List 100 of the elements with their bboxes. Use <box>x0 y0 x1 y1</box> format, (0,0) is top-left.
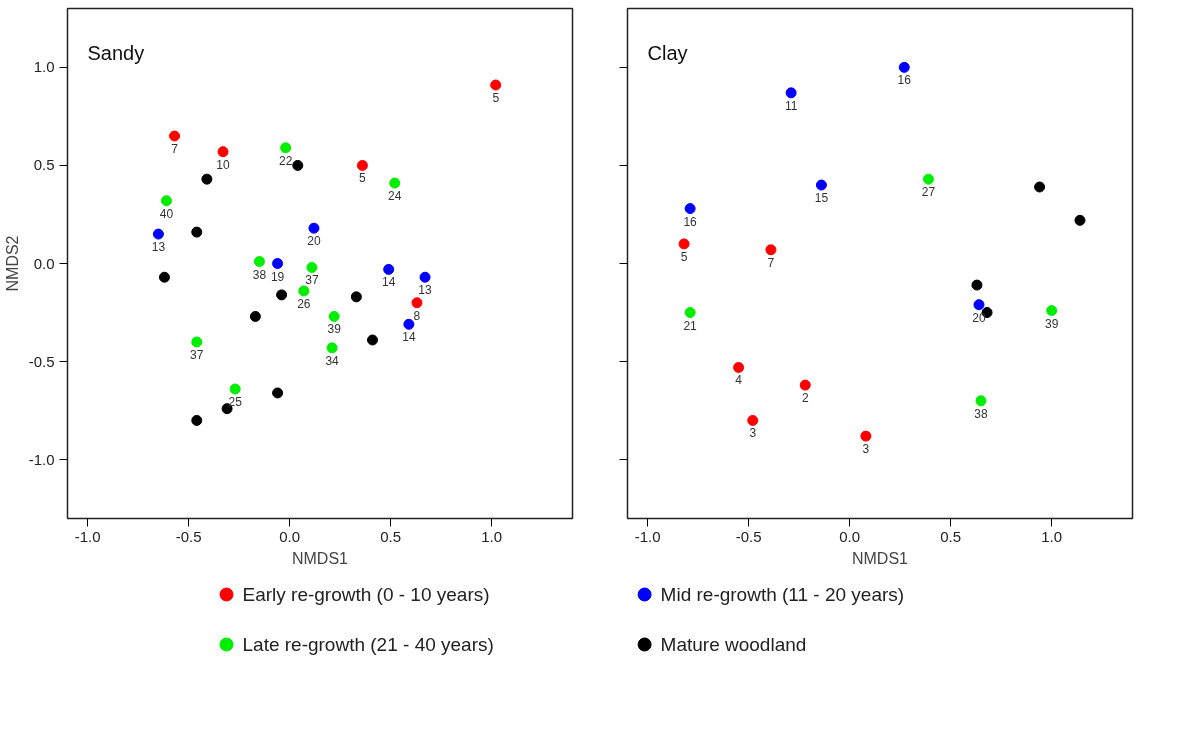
annotation: 26 <box>297 296 311 311</box>
point <box>253 256 265 268</box>
point <box>383 263 395 275</box>
point <box>272 387 284 399</box>
annotation: 7 <box>767 255 775 270</box>
x-tick-label: 0.0 <box>279 527 301 545</box>
point <box>403 318 415 330</box>
annotation: 25 <box>228 395 243 410</box>
x-tick-label: 1.0 <box>1041 527 1063 545</box>
point <box>678 238 690 250</box>
point <box>922 173 934 185</box>
annotation: 14 <box>382 275 396 290</box>
point <box>298 285 310 297</box>
point <box>1034 181 1046 193</box>
point <box>201 173 213 185</box>
annotation: 37 <box>190 347 204 362</box>
y-tick-label: 0.0 <box>33 254 55 272</box>
annotation: 27 <box>921 185 936 200</box>
annotation: 13 <box>418 283 433 298</box>
annotation: 16 <box>683 214 698 229</box>
point <box>280 142 292 154</box>
point <box>975 395 987 407</box>
annotation: 5 <box>680 249 688 264</box>
annotation: 16 <box>897 73 912 88</box>
point <box>1046 305 1058 317</box>
point <box>191 336 203 348</box>
annotation: 5 <box>359 171 367 186</box>
y-tick-label: 1.0 <box>33 58 55 76</box>
annotation: 11 <box>784 98 798 113</box>
x-tick-label: -1.0 <box>74 527 101 545</box>
point <box>356 159 368 171</box>
annotation: 13 <box>151 240 166 255</box>
legend-label: Early re-growth (0 - 10 years) <box>242 584 490 605</box>
point <box>799 379 811 391</box>
point <box>276 289 288 301</box>
x-tick-label: 0.0 <box>839 527 861 545</box>
point <box>1074 214 1086 226</box>
point <box>785 87 797 99</box>
annotation: 39 <box>1045 316 1059 331</box>
x-tick-label: 0.5 <box>940 527 962 545</box>
annotation: 15 <box>814 191 829 206</box>
point <box>765 244 777 256</box>
annotation: 10 <box>216 157 231 172</box>
annotation: 34 <box>325 353 340 368</box>
x-axis-title: NMDS1 <box>292 549 349 567</box>
annotation: 20 <box>972 310 986 325</box>
legend-label: Late re-growth (21 - 40 years) <box>242 634 494 655</box>
point <box>971 279 983 291</box>
x-tick-label: -1.0 <box>634 527 661 545</box>
y-tick-label: -0.5 <box>28 352 55 370</box>
annotation: 3 <box>749 426 757 441</box>
point <box>272 258 284 269</box>
x-tick-label: 0.5 <box>380 527 402 545</box>
point <box>973 299 985 311</box>
point <box>249 310 261 322</box>
point <box>158 271 170 283</box>
text: Clay <box>647 41 688 64</box>
annotation: 5 <box>492 91 500 105</box>
annotation: 24 <box>388 189 402 204</box>
annotation: 40 <box>159 206 174 221</box>
point <box>815 179 827 191</box>
point <box>389 177 401 189</box>
annotation: 7 <box>171 142 179 156</box>
annotation: 3 <box>862 442 870 457</box>
annotation: 38 <box>252 267 267 282</box>
point <box>191 226 203 238</box>
point <box>747 414 759 426</box>
y-axis-title: NMDS2 <box>3 235 21 292</box>
y-tick-label: 0.5 <box>33 156 55 174</box>
y-tick-label: -1.0 <box>28 450 55 468</box>
annotation: 39 <box>327 322 342 337</box>
point <box>684 203 696 215</box>
point <box>367 334 379 346</box>
text: Sandy <box>87 41 145 64</box>
annotation: 37 <box>305 273 319 288</box>
annotation: 2 <box>801 391 809 406</box>
point <box>350 291 362 303</box>
point <box>326 342 338 354</box>
point <box>292 159 304 171</box>
x-axis-title: NMDS1 <box>852 549 909 567</box>
point <box>306 261 318 273</box>
point <box>328 310 340 322</box>
x-tick-label: -0.5 <box>175 527 202 545</box>
annotation: 8 <box>413 308 421 323</box>
annotation: 38 <box>974 406 988 421</box>
point <box>898 61 910 73</box>
x-tick-label: 1.0 <box>481 527 503 545</box>
point <box>684 307 696 319</box>
annotation: 19 <box>270 269 285 284</box>
annotation: 22 <box>278 153 293 168</box>
x-tick-label: -0.5 <box>735 527 762 545</box>
point <box>229 383 241 395</box>
point <box>160 195 172 207</box>
point <box>411 297 423 309</box>
point <box>217 146 229 158</box>
annotation: 21 <box>683 318 698 333</box>
point <box>490 79 502 91</box>
point <box>152 228 164 240</box>
legend-label: Mature woodland <box>660 634 807 655</box>
point <box>733 361 745 373</box>
